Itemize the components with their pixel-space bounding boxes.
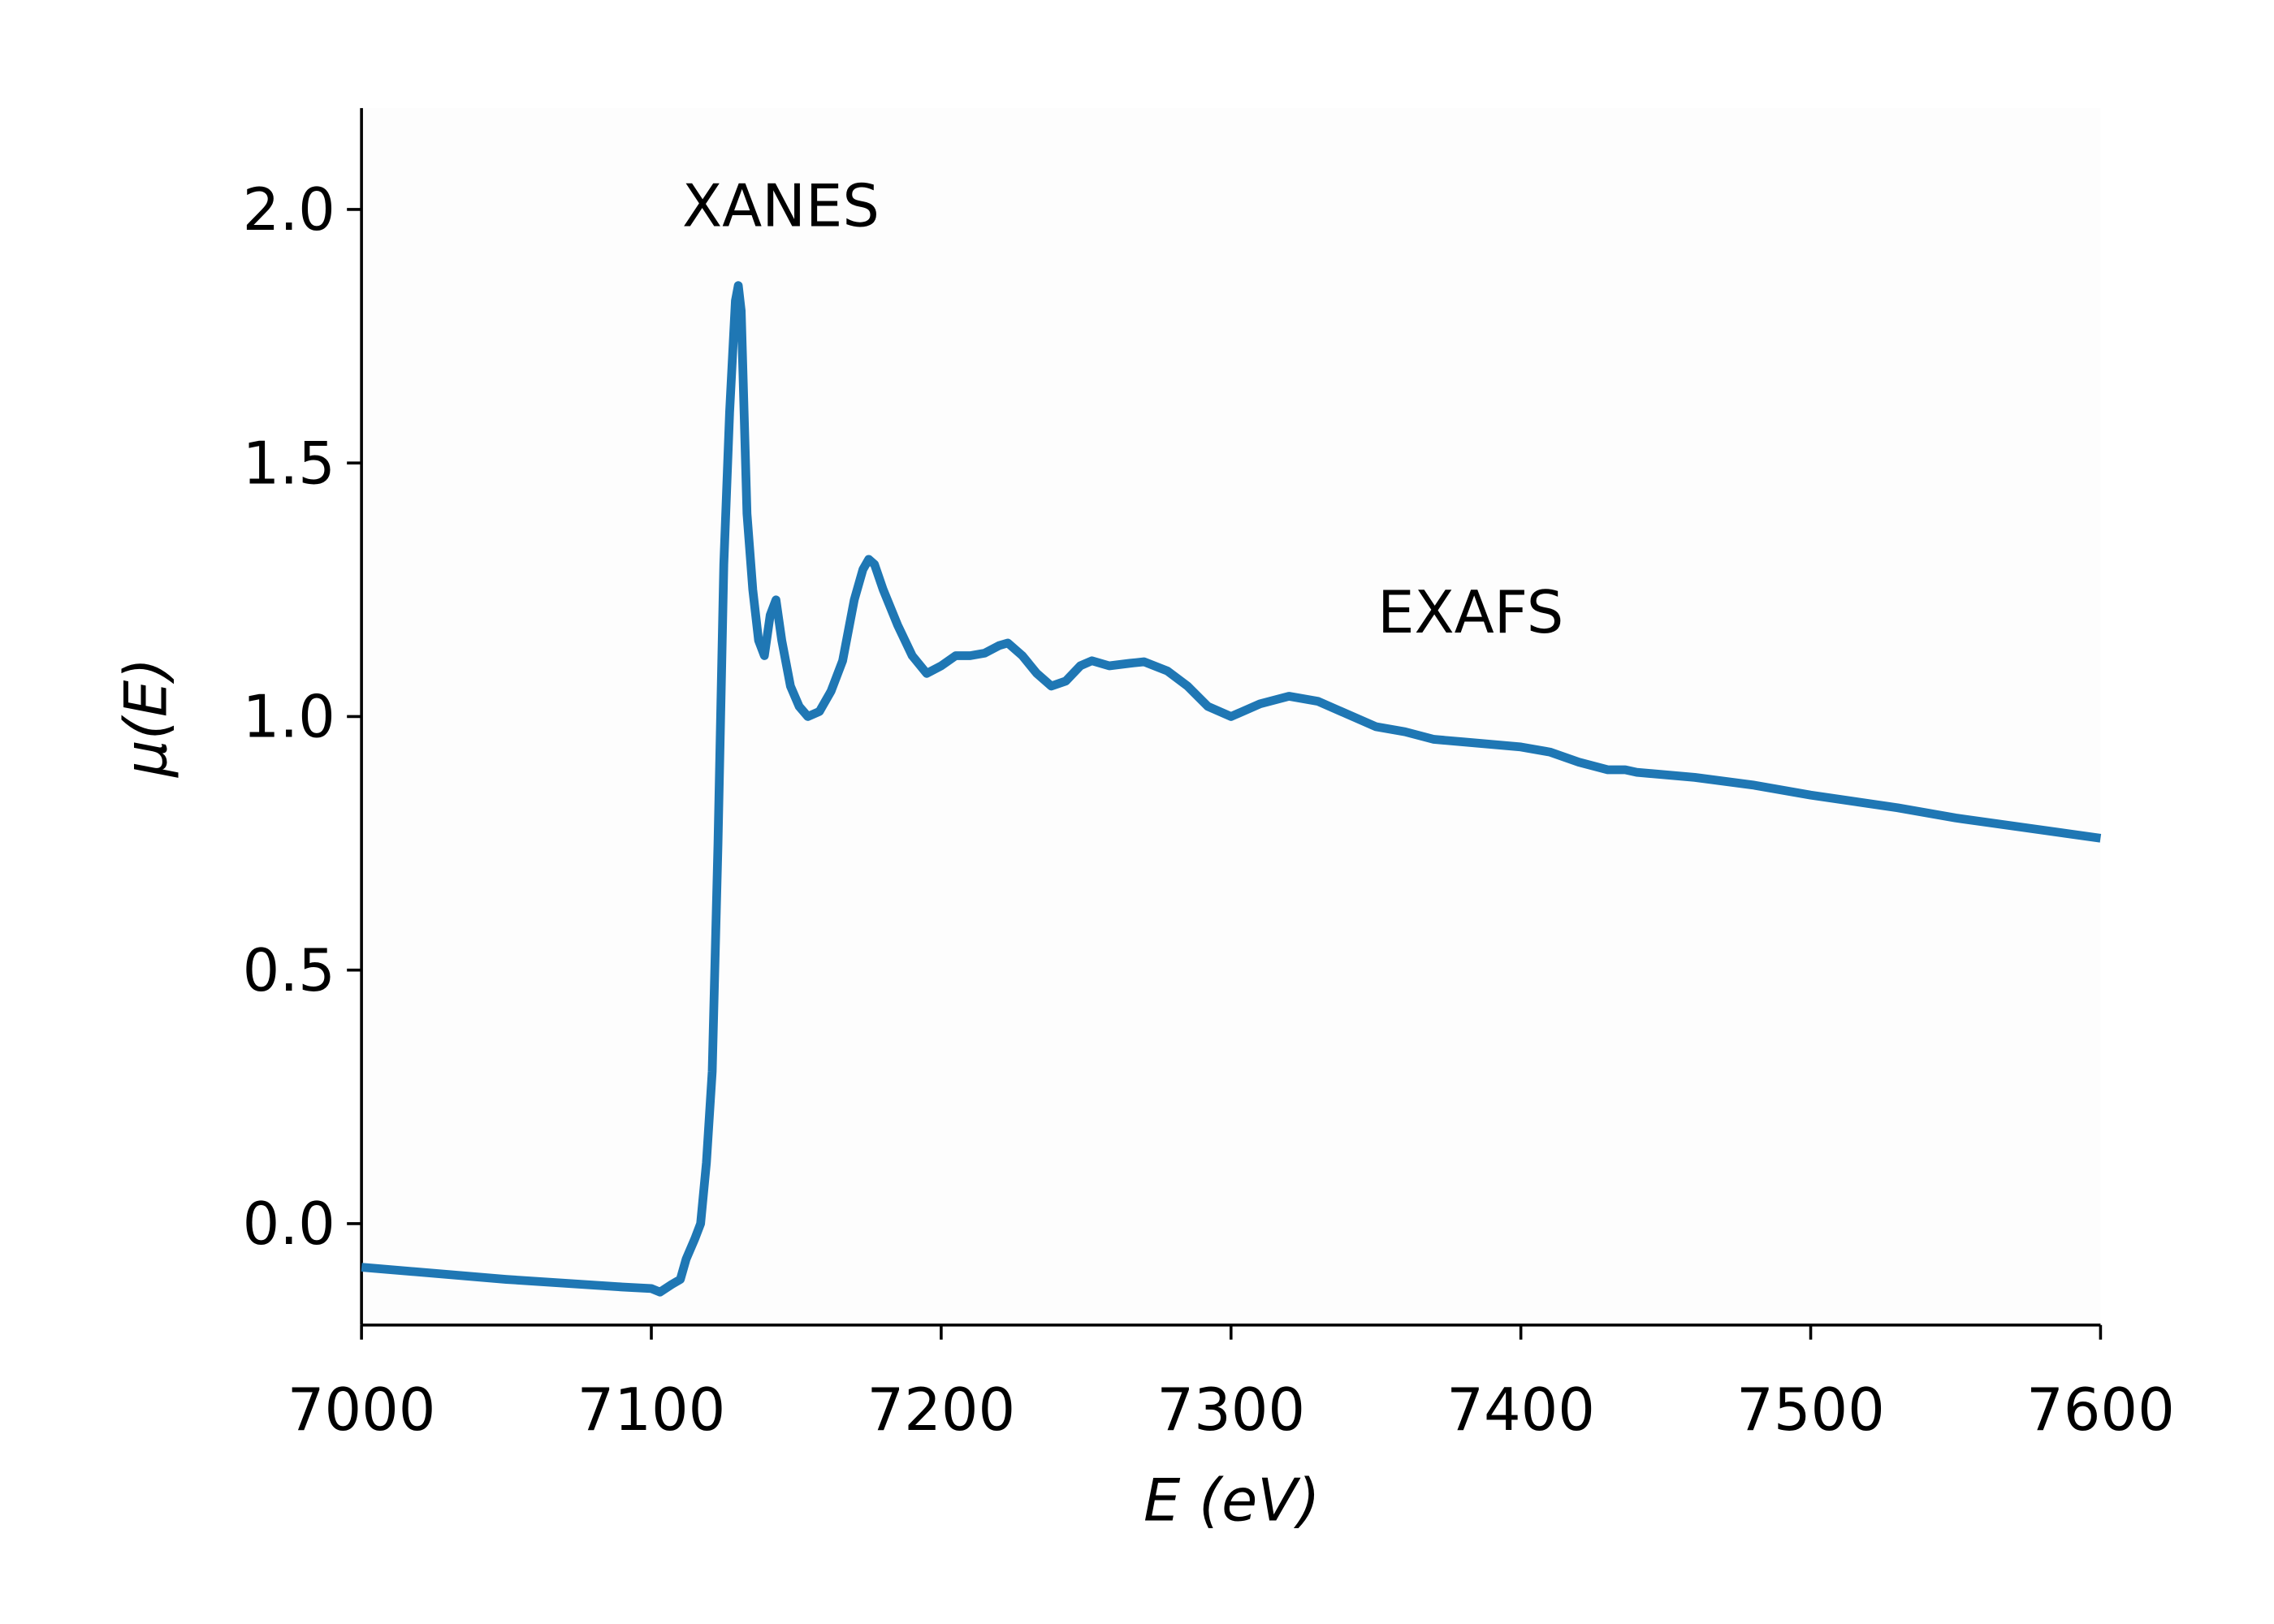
y-axis-label: μ(E)	[112, 658, 180, 778]
x-tick-label: 7100	[577, 1376, 726, 1444]
x-tick-label: 7000	[287, 1376, 436, 1444]
y-tick-label: 1.5	[243, 429, 335, 497]
x-tick-label: 7500	[1736, 1376, 1885, 1444]
x-tick-label: 7400	[1446, 1376, 1595, 1444]
y-tick-label: 1.0	[243, 683, 335, 751]
y-tick-label: 2.0	[243, 175, 335, 244]
x-axis-label: E (eV)	[1143, 1466, 1320, 1534]
x-tick-label: 7600	[2026, 1376, 2175, 1444]
data-line	[361, 281, 2102, 1297]
annotation: XANES	[682, 171, 880, 240]
annotation: EXAFS	[1377, 578, 1563, 646]
y-tick-label: 0.5	[243, 936, 335, 1004]
x-tick-label: 7300	[1156, 1376, 1305, 1444]
x-tick-label: 7200	[867, 1376, 1016, 1444]
y-tick-label: 0.0	[243, 1190, 335, 1258]
